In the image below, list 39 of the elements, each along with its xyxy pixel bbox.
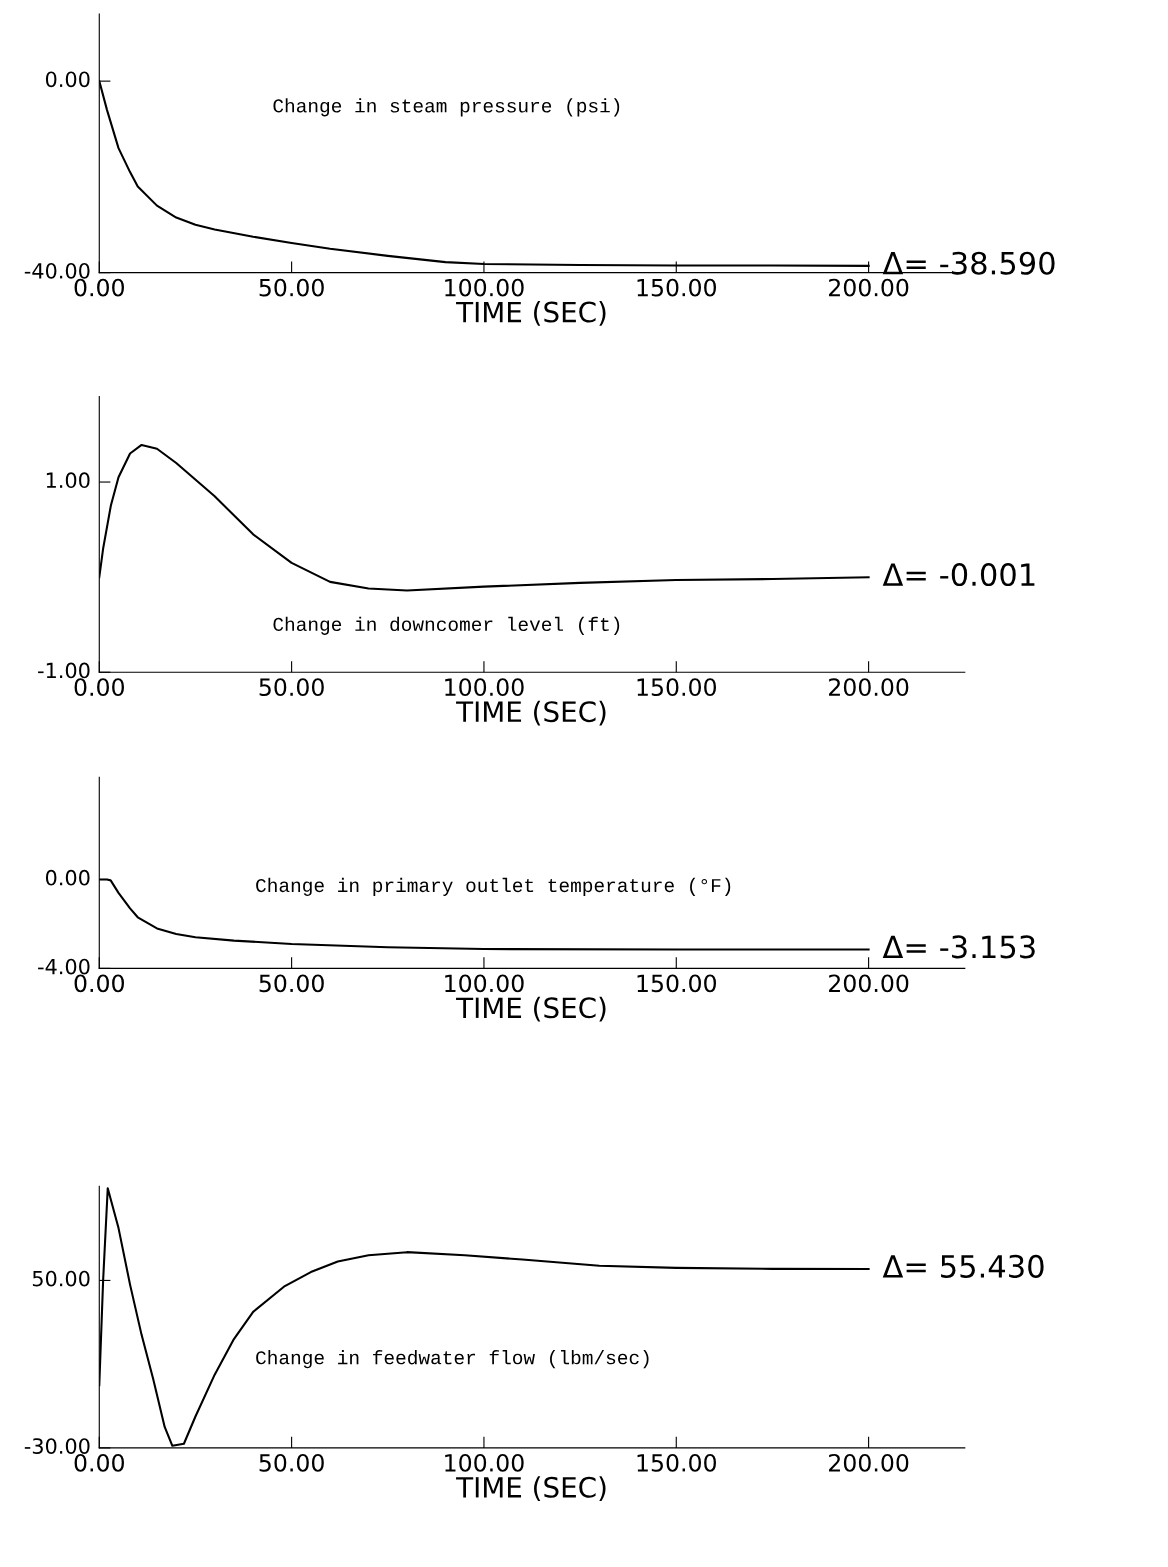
y-tick-label: -4.00: [38, 958, 90, 975]
x-tick-label: 100.00: [445, 974, 524, 993]
x-tick-label: 150.00: [637, 278, 717, 297]
annotation: Change in steam pressure (psi): [273, 98, 620, 117]
x-tick-label: 150.00: [637, 974, 717, 993]
x-axis-title: TIME (SEC): [456, 700, 606, 726]
x-tick-label: 0.00: [74, 678, 124, 697]
annotation: Δ= 55.430: [882, 1254, 1044, 1278]
y-tick-label: 50.00: [32, 1270, 90, 1287]
y-tick-label: 0.00: [45, 869, 90, 886]
x-tick-label: 50.00: [259, 678, 324, 697]
x-tick-label: 0.00: [74, 974, 124, 993]
x-tick-label: 200.00: [829, 278, 909, 297]
x-tick-label: 200.00: [829, 1453, 909, 1472]
x-tick-label: 150.00: [637, 678, 717, 697]
x-axis-title: TIME (SEC): [456, 996, 606, 1022]
annotation: Δ= -0.001: [882, 562, 1035, 587]
y-tick-label: 1.00: [46, 472, 90, 489]
annotation: Change in downcomer level (ft): [273, 616, 620, 635]
x-tick-label: 0.00: [74, 1453, 124, 1472]
x-tick-label: 100.00: [445, 678, 524, 697]
y-tick-label: -30.00: [24, 1438, 90, 1454]
x-axis-title: TIME (SEC): [456, 301, 606, 326]
annotation: Δ= -3.153: [882, 935, 1035, 959]
annotation: Change in feedwater flow (lbm/sec): [256, 1350, 649, 1369]
annotation: Change in primary outlet temperature (°F): [256, 877, 731, 896]
x-tick-label: 50.00: [259, 1453, 324, 1472]
x-tick-label: 50.00: [259, 974, 324, 993]
x-axis-title: TIME (SEC): [456, 1476, 606, 1502]
y-tick-label: -40.00: [24, 262, 90, 279]
x-tick-label: 100.00: [445, 278, 524, 297]
x-tick-label: 50.00: [259, 278, 324, 297]
y-tick-label: 0.00: [45, 71, 90, 88]
x-tick-label: 150.00: [637, 1453, 717, 1472]
y-tick-label: -1.00: [38, 662, 90, 679]
x-tick-label: 100.00: [445, 1453, 524, 1472]
x-tick-label: 0.00: [74, 278, 124, 297]
x-tick-label: 200.00: [829, 678, 909, 697]
x-tick-label: 200.00: [829, 974, 909, 993]
